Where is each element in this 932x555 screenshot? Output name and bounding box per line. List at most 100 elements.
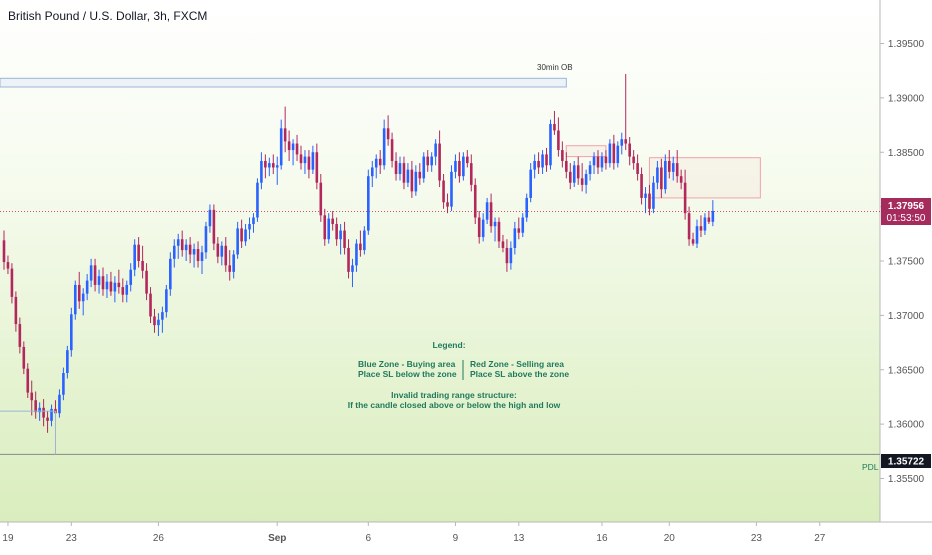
candle-body-33 <box>133 244 136 270</box>
candle-body-105 <box>418 171 422 179</box>
candle-body-170 <box>675 163 679 177</box>
candle-body-85 <box>339 230 342 240</box>
candle-body-87 <box>347 247 350 272</box>
candle-body-23 <box>93 265 97 285</box>
candle-body-71 <box>283 128 287 142</box>
candle-body-32 <box>129 269 133 285</box>
candle-body-61 <box>244 229 247 242</box>
candle-body-118 <box>469 163 473 185</box>
candle-body-54 <box>216 243 220 257</box>
candle-body-103 <box>410 169 414 192</box>
candle-body-92 <box>367 176 370 231</box>
time-axis-labels: 19 23 26 Sep 6 9 13 16 20 23 27 <box>2 522 826 544</box>
candle-body-131 <box>521 217 525 233</box>
candle-body-168 <box>667 160 671 172</box>
candle-body-58 <box>232 254 235 272</box>
candle-body-48 <box>192 249 196 255</box>
candle-body-86 <box>343 230 346 248</box>
candle-body-44 <box>176 239 180 246</box>
x-tick-label-8: 20 <box>664 533 676 544</box>
ob-zone-label: 30min OB <box>537 63 573 72</box>
candle-body-166 <box>660 167 663 190</box>
candle-body-72 <box>287 141 291 151</box>
candle-body-43 <box>172 245 176 259</box>
candle-body-16 <box>66 350 69 374</box>
candle-body-160 <box>636 163 639 174</box>
candle-body-7 <box>30 392 34 401</box>
candle-body-18 <box>73 284 77 315</box>
candle-body-94 <box>374 158 378 168</box>
countdown-label: 01:53:50 <box>887 213 926 224</box>
chart-title: British Pound / U.S. Dollar, 3h, FXCM <box>8 9 207 23</box>
pdl-price-marker: 1.35722 <box>881 454 931 468</box>
candle-body-81 <box>323 215 327 240</box>
candle-body-136 <box>541 154 544 168</box>
candle-body-29 <box>117 282 121 288</box>
x-tick-label-2: 26 <box>153 533 165 544</box>
candle-body-12 <box>50 408 53 421</box>
candle-body-175 <box>695 226 699 244</box>
candle-body-14 <box>58 394 61 414</box>
x-tick-label-4: 6 <box>366 533 372 544</box>
x-tick-label-0: 19 <box>2 533 14 544</box>
current-price-marker: 1.37956 01:53:50 <box>881 198 931 225</box>
candle-body-148 <box>588 165 592 174</box>
candle-body-1 <box>6 262 10 269</box>
candle-body-121 <box>481 219 485 238</box>
candle-body-156 <box>620 139 624 146</box>
legend-title: Legend: <box>432 340 465 350</box>
legend-blue-sl: Place SL below the zone <box>358 369 457 379</box>
y-tick-label-1: 1.39000 <box>888 93 925 104</box>
candle-body-57 <box>228 265 232 272</box>
candle-body-107 <box>426 156 430 166</box>
candle-body-100 <box>398 163 402 174</box>
candle-body-39 <box>157 319 160 326</box>
red-zone-1 <box>648 157 761 199</box>
candle-body-47 <box>188 244 192 255</box>
x-tick-label-3: Sep <box>268 533 286 544</box>
candle-body-102 <box>406 169 410 183</box>
overlays-layer <box>0 211 880 455</box>
candle-body-143 <box>568 171 572 183</box>
candle-body-93 <box>370 167 374 177</box>
candle-body-64 <box>256 182 259 218</box>
candle-body-111 <box>442 180 445 203</box>
candle-body-158 <box>628 143 631 157</box>
candle-body-66 <box>264 160 267 168</box>
candle-body-130 <box>517 228 521 233</box>
candle-body-128 <box>509 247 513 264</box>
red-zone-2 <box>565 145 607 158</box>
candle-body-165 <box>656 167 659 183</box>
candle-body-164 <box>652 182 655 209</box>
candle-body-162 <box>644 193 647 198</box>
candle-body-101 <box>402 163 406 183</box>
candle-body-90 <box>359 243 362 251</box>
y-tick-label-4: 1.37500 <box>888 257 925 268</box>
candle-body-20 <box>81 293 85 302</box>
y-tick-label-7: 1.36000 <box>888 420 925 431</box>
candle-body-122 <box>485 202 489 220</box>
candle-body-28 <box>113 282 117 292</box>
candle-body-138 <box>549 123 552 166</box>
candle-body-27 <box>109 281 113 292</box>
candle-body-35 <box>141 261 144 271</box>
candle-body-3 <box>14 296 18 325</box>
y-tick-label-2: 1.38500 <box>888 148 925 159</box>
candle-body-62 <box>248 224 251 230</box>
y-tick-label-8: 1.35500 <box>888 474 925 485</box>
candle-body-68 <box>271 163 275 168</box>
candle-body-69 <box>275 165 279 168</box>
candle-body-179 <box>711 210 715 222</box>
candle-body-120 <box>477 217 481 238</box>
candle-body-127 <box>505 247 509 264</box>
candles-layer <box>2 73 715 433</box>
time-axis-background <box>0 522 932 550</box>
candle-body-140 <box>557 130 560 151</box>
candle-body-174 <box>691 239 695 244</box>
candle-body-63 <box>252 217 255 225</box>
candle-body-42 <box>169 258 172 290</box>
y-tick-label-0: 1.39500 <box>888 39 925 50</box>
pdl-price-label: 1.35722 <box>888 457 925 468</box>
candle-body-146 <box>580 178 584 185</box>
